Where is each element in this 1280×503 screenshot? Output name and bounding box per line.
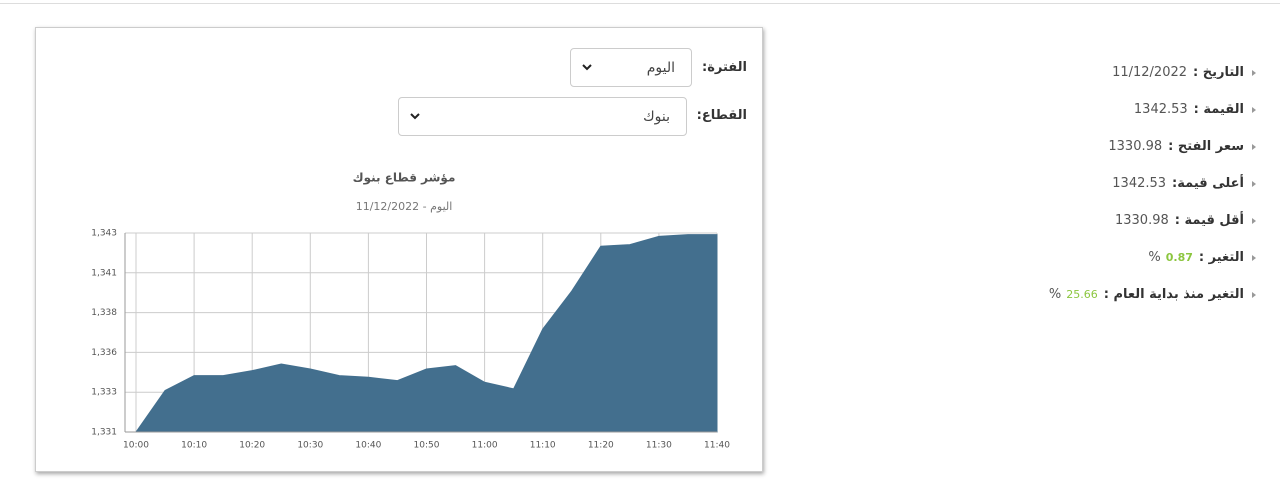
info-label: التاريخ :	[1193, 65, 1244, 80]
x-tick-label: 10:50	[414, 441, 440, 451]
info-unit: %	[1148, 250, 1161, 265]
info-label: أعلى قيمة:	[1172, 176, 1244, 191]
info-value: 1342.53	[1133, 102, 1188, 117]
chevron	[582, 64, 592, 71]
info-label: القيمة :	[1193, 102, 1244, 117]
filter-label: القطاع:	[696, 108, 747, 123]
chevron	[410, 113, 420, 120]
bullet	[1252, 255, 1256, 261]
x-tick-label: 10:10	[181, 441, 207, 451]
bullet	[1252, 181, 1256, 187]
select-value: اليوم	[646, 59, 675, 76]
bullet	[1252, 292, 1256, 298]
y-tick-label: 1,333	[91, 388, 117, 398]
x-tick-label: 10:00	[123, 441, 149, 451]
info-value: 0.87	[1165, 251, 1193, 264]
chart-title: مؤشر قطاع بنوك	[353, 171, 456, 186]
y-tick-label: 1,341	[91, 268, 117, 278]
info-item: سعر الفتح : 1330.98	[784, 134, 1256, 171]
chart-subtitle: اليوم - 11/12/2022	[356, 200, 453, 213]
info-label: التغير منذ بداية العام :	[1103, 287, 1244, 302]
bullet	[1252, 107, 1256, 113]
info-item: أعلى قيمة: 1342.53	[784, 171, 1256, 208]
x-tick-label: 10:40	[355, 441, 381, 451]
info-item: القيمة : 1342.53	[784, 97, 1256, 134]
x-tick-label: 10:30	[297, 441, 323, 451]
bullet	[1252, 144, 1256, 150]
info-value: 1330.98	[1108, 139, 1163, 154]
x-tick-label: 11:40	[704, 441, 730, 451]
bullet	[1252, 218, 1256, 224]
x-tick-label: 11:20	[588, 441, 614, 451]
info-value: 11/12/2022	[1112, 65, 1188, 80]
info-item: التغير منذ بداية العام : 25.66%	[784, 282, 1256, 319]
info-list: التاريخ : 11/12/2022 القيمة : 1342.53 سعر ال…	[784, 60, 1256, 319]
info-item: التاريخ : 11/12/2022	[784, 60, 1256, 97]
info-label: التغير :	[1198, 250, 1244, 265]
area	[135, 234, 718, 433]
filter-label: الفترة:	[702, 60, 747, 75]
period-select[interactable]: اليوم	[570, 48, 692, 87]
divider	[0, 3, 1280, 4]
info-label: سعر الفتح :	[1168, 139, 1244, 154]
info-value: 1342.53	[1112, 176, 1167, 191]
info-value: 25.66	[1066, 288, 1098, 301]
x-tick-label: 10:20	[239, 441, 265, 451]
info-value: 1330.98	[1114, 213, 1169, 228]
y-tick-label: 1,338	[91, 308, 117, 318]
y-tick-label: 1,343	[91, 229, 117, 239]
info-item: أقل قيمة : 1330.98	[784, 208, 1256, 245]
y-tick-label: 1,331	[91, 428, 117, 438]
x-tick-label: 11:10	[530, 441, 556, 451]
info-item: التغير : 0.87%	[784, 245, 1256, 282]
y-tick-label: 1,336	[91, 348, 117, 358]
select-value: بنوك	[643, 108, 670, 125]
info-unit: %	[1048, 287, 1062, 302]
bullet	[1252, 70, 1256, 76]
x-tick-label: 11:00	[472, 441, 498, 451]
sector-select[interactable]: بنوك	[398, 97, 687, 136]
info-label: أقل قيمة :	[1174, 213, 1244, 228]
x-tick-label: 11:30	[646, 441, 672, 451]
